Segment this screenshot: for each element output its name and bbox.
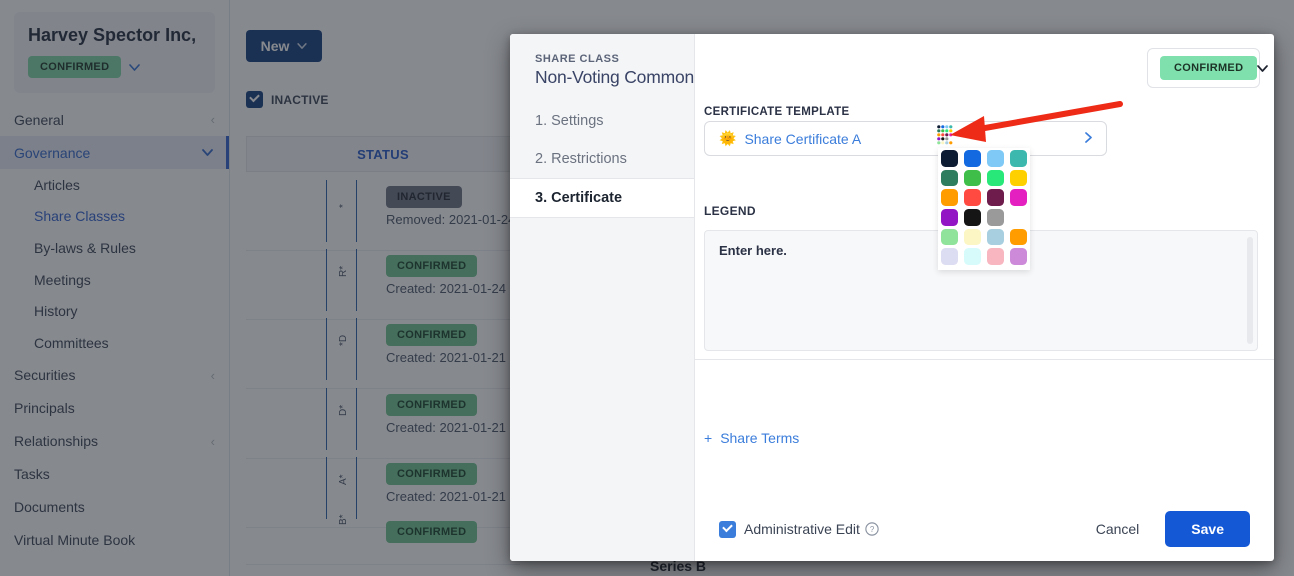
svg-text:?: ? [870,525,875,534]
